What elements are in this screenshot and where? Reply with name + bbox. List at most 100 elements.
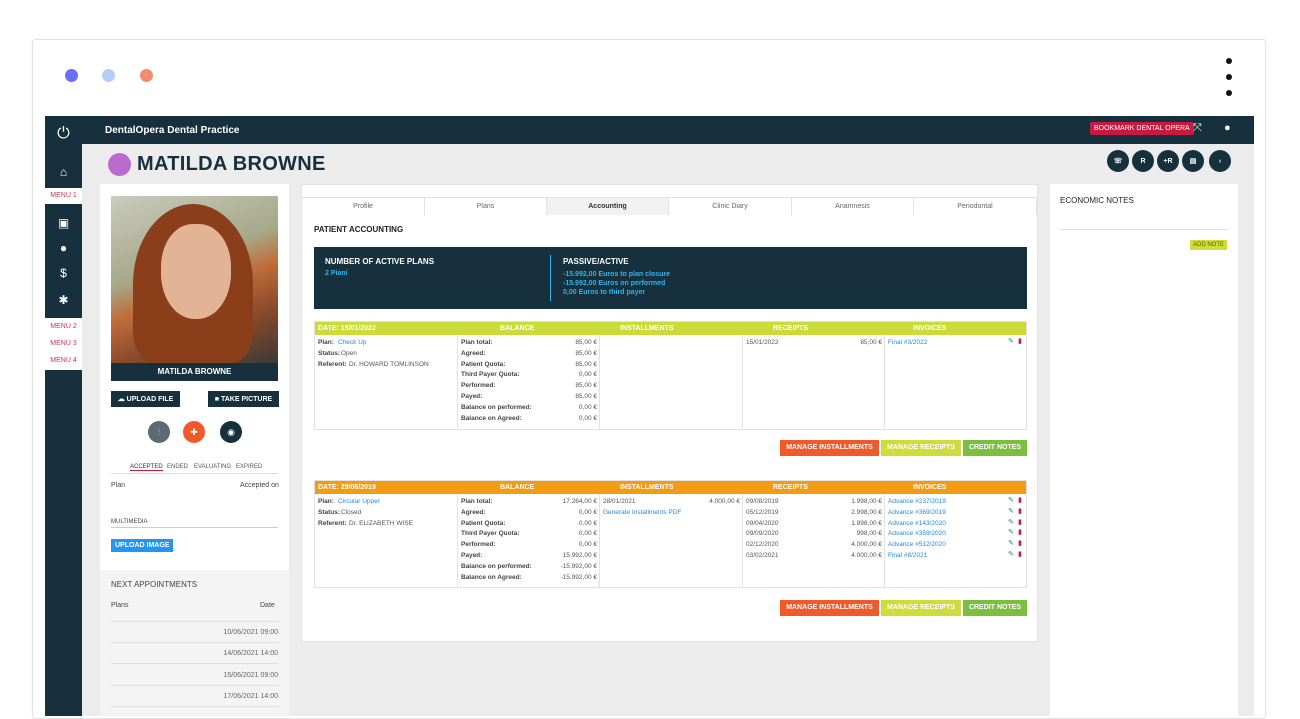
- view-icon[interactable]: ◉: [220, 421, 242, 443]
- appointments-plans-label: Plans: [111, 602, 129, 609]
- tab-profile[interactable]: Profile: [302, 197, 425, 215]
- plan-column: [458, 335, 600, 429]
- upload-file-button[interactable]: ☁ UPLOAD FILE: [111, 391, 180, 407]
- filter-ended[interactable]: ENDED: [167, 464, 189, 470]
- plan-info-label: Status:: [318, 508, 341, 516]
- kebab-menu-icon[interactable]: [1226, 58, 1232, 64]
- appointment-row[interactable]: 10/06/2021 09:00: [111, 622, 278, 643]
- dollar-icon[interactable]: $: [60, 266, 67, 280]
- balance-label: Agreed:: [461, 508, 486, 516]
- tab-periodontal[interactable]: Periodontal: [914, 197, 1037, 215]
- appointment-row[interactable]: 15/06/2021 09:00: [111, 665, 278, 686]
- whatsapp-icon[interactable]: ☏: [1107, 150, 1129, 172]
- sidebar-menu-4[interactable]: MENU 4: [45, 353, 82, 369]
- window-dot-orange[interactable]: [140, 69, 153, 82]
- plan-header: DATE: 29/06/2019 BALANCE INSTALLMENTS RECEI…: [315, 481, 1026, 494]
- balance-value: 0,00 €: [578, 508, 597, 516]
- sidebar-menu-3[interactable]: MENU 3: [45, 336, 82, 352]
- invoice-link[interactable]: Advance #369/2019: [888, 508, 946, 516]
- window-dot-lightblue[interactable]: [102, 69, 115, 82]
- next-appointments: NEXT APPOINTMENTS Plans Date 10/06/2021 …: [100, 570, 289, 716]
- medical-alert-icon[interactable]: ✚: [183, 421, 205, 443]
- tab-anamnesis[interactable]: Anamnesis: [792, 197, 914, 215]
- plan-info-value: Open: [341, 349, 357, 357]
- power-icon[interactable]: ⏻: [57, 125, 70, 142]
- family-icon[interactable]: ⫶: [148, 421, 170, 443]
- credit-notes-button[interactable]: CREDIT NOTES: [963, 440, 1027, 456]
- receipt-date: 15/01/2022: [746, 339, 779, 346]
- edit-icon[interactable]: ✎: [1008, 497, 1014, 504]
- receipt-date: 09/04/2020: [746, 519, 779, 527]
- plan-column: [885, 335, 1026, 429]
- plan-column: [743, 335, 885, 429]
- home-icon[interactable]: ⌂: [59, 165, 68, 179]
- edit-icon[interactable]: ✎: [1008, 507, 1014, 515]
- invoice-link[interactable]: Advance #237/2019: [888, 498, 946, 505]
- add-note-button[interactable]: ADD NOTE: [1190, 240, 1228, 250]
- trash-icon[interactable]: ▮: [1018, 518, 1022, 526]
- fullscreen-icon[interactable]: ⤧: [1193, 122, 1202, 134]
- invoice-link[interactable]: Advance #143/2020: [888, 519, 946, 527]
- plan-card: DATE: 29/06/2019 BALANCE INSTALLMENTS RECEI…: [314, 480, 1027, 588]
- back-icon[interactable]: ‹: [1209, 150, 1231, 172]
- sidebar-menu-1[interactable]: MENU 1: [45, 188, 82, 204]
- add-prescription-icon[interactable]: +R: [1157, 150, 1179, 172]
- document-icon[interactable]: ▤: [1182, 150, 1204, 172]
- gear-icon[interactable]: ✱: [58, 293, 69, 307]
- balance-label: Plan total:: [461, 498, 493, 505]
- trash-icon[interactable]: ▮: [1018, 497, 1022, 504]
- balance-label: Third Payer Quota:: [461, 530, 520, 538]
- plan-column: [600, 335, 743, 429]
- user-icon[interactable]: ●: [59, 241, 68, 255]
- invoice-link[interactable]: Advance #512/2020: [888, 541, 946, 549]
- bookmark-button[interactable]: BOOKMARK DENTAL OPERA: [1090, 122, 1194, 135]
- filter-evaluating[interactable]: EVALUATING: [194, 464, 232, 470]
- invoice-link[interactable]: Final #8/2021: [888, 552, 928, 559]
- prescription-icon[interactable]: R: [1132, 150, 1154, 172]
- manage-receipts-button[interactable]: MANAGE RECEIPTS: [881, 600, 961, 616]
- filter-expired[interactable]: EXPIRED: [236, 464, 263, 470]
- tab-plans[interactable]: Plans: [425, 197, 547, 215]
- plan-link[interactable]: Check Up: [338, 339, 367, 346]
- trash-icon[interactable]: ▮: [1018, 540, 1022, 548]
- filter-accepted[interactable]: ACCEPTED: [130, 464, 163, 471]
- balance-label: Balance on Agreed:: [461, 414, 522, 422]
- user-profile-icon[interactable]: ●: [1224, 122, 1231, 134]
- active-plans-label: NUMBER OF ACTIVE PLANS: [325, 257, 435, 266]
- appointment-row[interactable]: 17/06/2021 14:00: [111, 686, 278, 707]
- patient-tabs: Profile Plans Accounting Clinic Diary An…: [302, 197, 1037, 215]
- window-dot-blue[interactable]: [65, 69, 78, 82]
- patient-color-dot: [108, 153, 131, 176]
- manage-receipts-button[interactable]: MANAGE RECEIPTS: [881, 440, 961, 456]
- trash-icon[interactable]: ▮: [1018, 507, 1022, 515]
- tab-clinic-diary[interactable]: Clinic Diary: [669, 197, 792, 215]
- active-plans-value: 2 Piani: [325, 270, 348, 277]
- trash-icon[interactable]: ▮: [1018, 529, 1022, 537]
- edit-icon[interactable]: ✎: [1008, 529, 1014, 537]
- edit-icon[interactable]: ✎: [1008, 551, 1014, 558]
- sidebar-menu-2[interactable]: MENU 2: [45, 319, 82, 335]
- manage-installments-button[interactable]: MANAGE INSTALLMENTS: [780, 600, 879, 616]
- plan-col-header-invoices: INVOICES: [913, 484, 947, 491]
- plan-link[interactable]: Circular Upper: [338, 498, 380, 505]
- manage-installments-button[interactable]: MANAGE INSTALLMENTS: [780, 440, 879, 456]
- upload-image-button[interactable]: UPLOAD IMAGE: [111, 539, 174, 552]
- plan-date: DATE: 29/06/2019: [318, 484, 376, 491]
- tab-accounting[interactable]: Accounting: [547, 197, 669, 215]
- edit-icon[interactable]: ✎: [1008, 540, 1014, 548]
- invoice-link[interactable]: Advance #359/2020: [888, 530, 946, 538]
- edit-icon[interactable]: ✎: [1008, 518, 1014, 526]
- invoice-link[interactable]: Final #3/2022: [888, 339, 928, 346]
- appointment-row[interactable]: 14/06/2021 14:00: [111, 643, 278, 664]
- credit-notes-button[interactable]: CREDIT NOTES: [963, 600, 1027, 616]
- installment-amount: 4.000,00 €: [709, 498, 740, 505]
- kebab-menu-dot[interactable]: [1226, 90, 1232, 96]
- plan-filter-tabs: ACCEPTED ENDED EVALUATING EXPIRED: [111, 462, 278, 474]
- trash-icon[interactable]: ▮: [1018, 338, 1022, 345]
- edit-icon[interactable]: ✎: [1008, 338, 1014, 345]
- kebab-menu-dot[interactable]: [1226, 74, 1232, 80]
- take-picture-button[interactable]: ■ TAKE PICTURE: [208, 391, 279, 407]
- calendar-icon[interactable]: ▣: [57, 216, 70, 230]
- generate-installments-pdf-link[interactable]: Generate Installments PDF: [603, 508, 682, 516]
- trash-icon[interactable]: ▮: [1018, 551, 1022, 558]
